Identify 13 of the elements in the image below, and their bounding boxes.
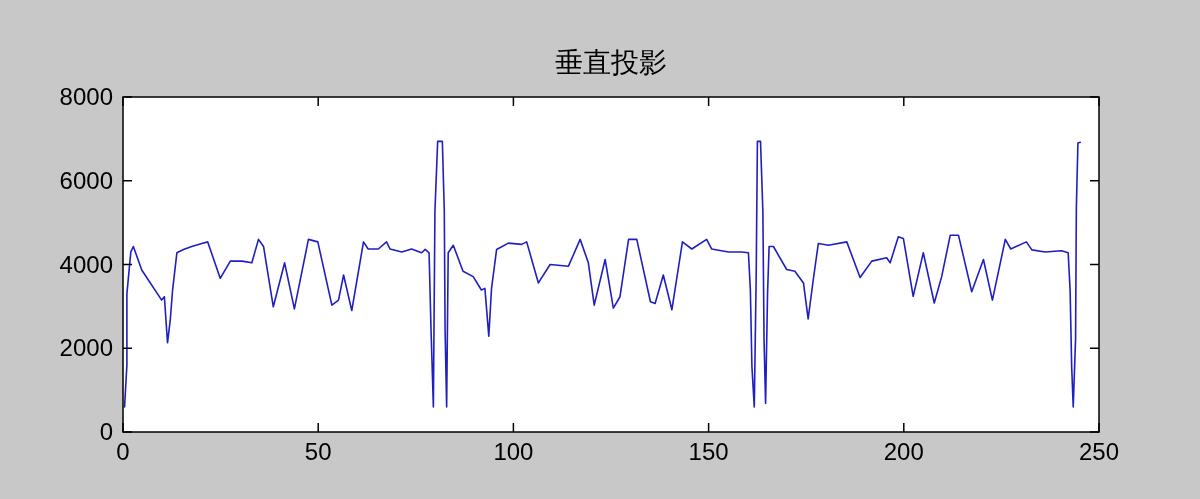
x-tick-label: 0 <box>116 438 130 465</box>
x-tick-label: 250 <box>1078 438 1120 465</box>
line-series <box>123 140 1082 408</box>
chart-title: 垂直投影 <box>555 47 667 78</box>
x-tick-label: 150 <box>688 438 729 465</box>
y-tick-label: 8000 <box>59 83 113 110</box>
x-tick-label: 200 <box>883 438 924 465</box>
y-tick-label: 2000 <box>59 334 113 362</box>
y-tick-label: 6000 <box>59 166 113 194</box>
x-tick-label: 100 <box>493 438 534 465</box>
y-tick-label: 4000 <box>59 250 113 278</box>
x-tick-label: 50 <box>304 438 332 465</box>
y-tick-label: 0 <box>99 418 113 445</box>
